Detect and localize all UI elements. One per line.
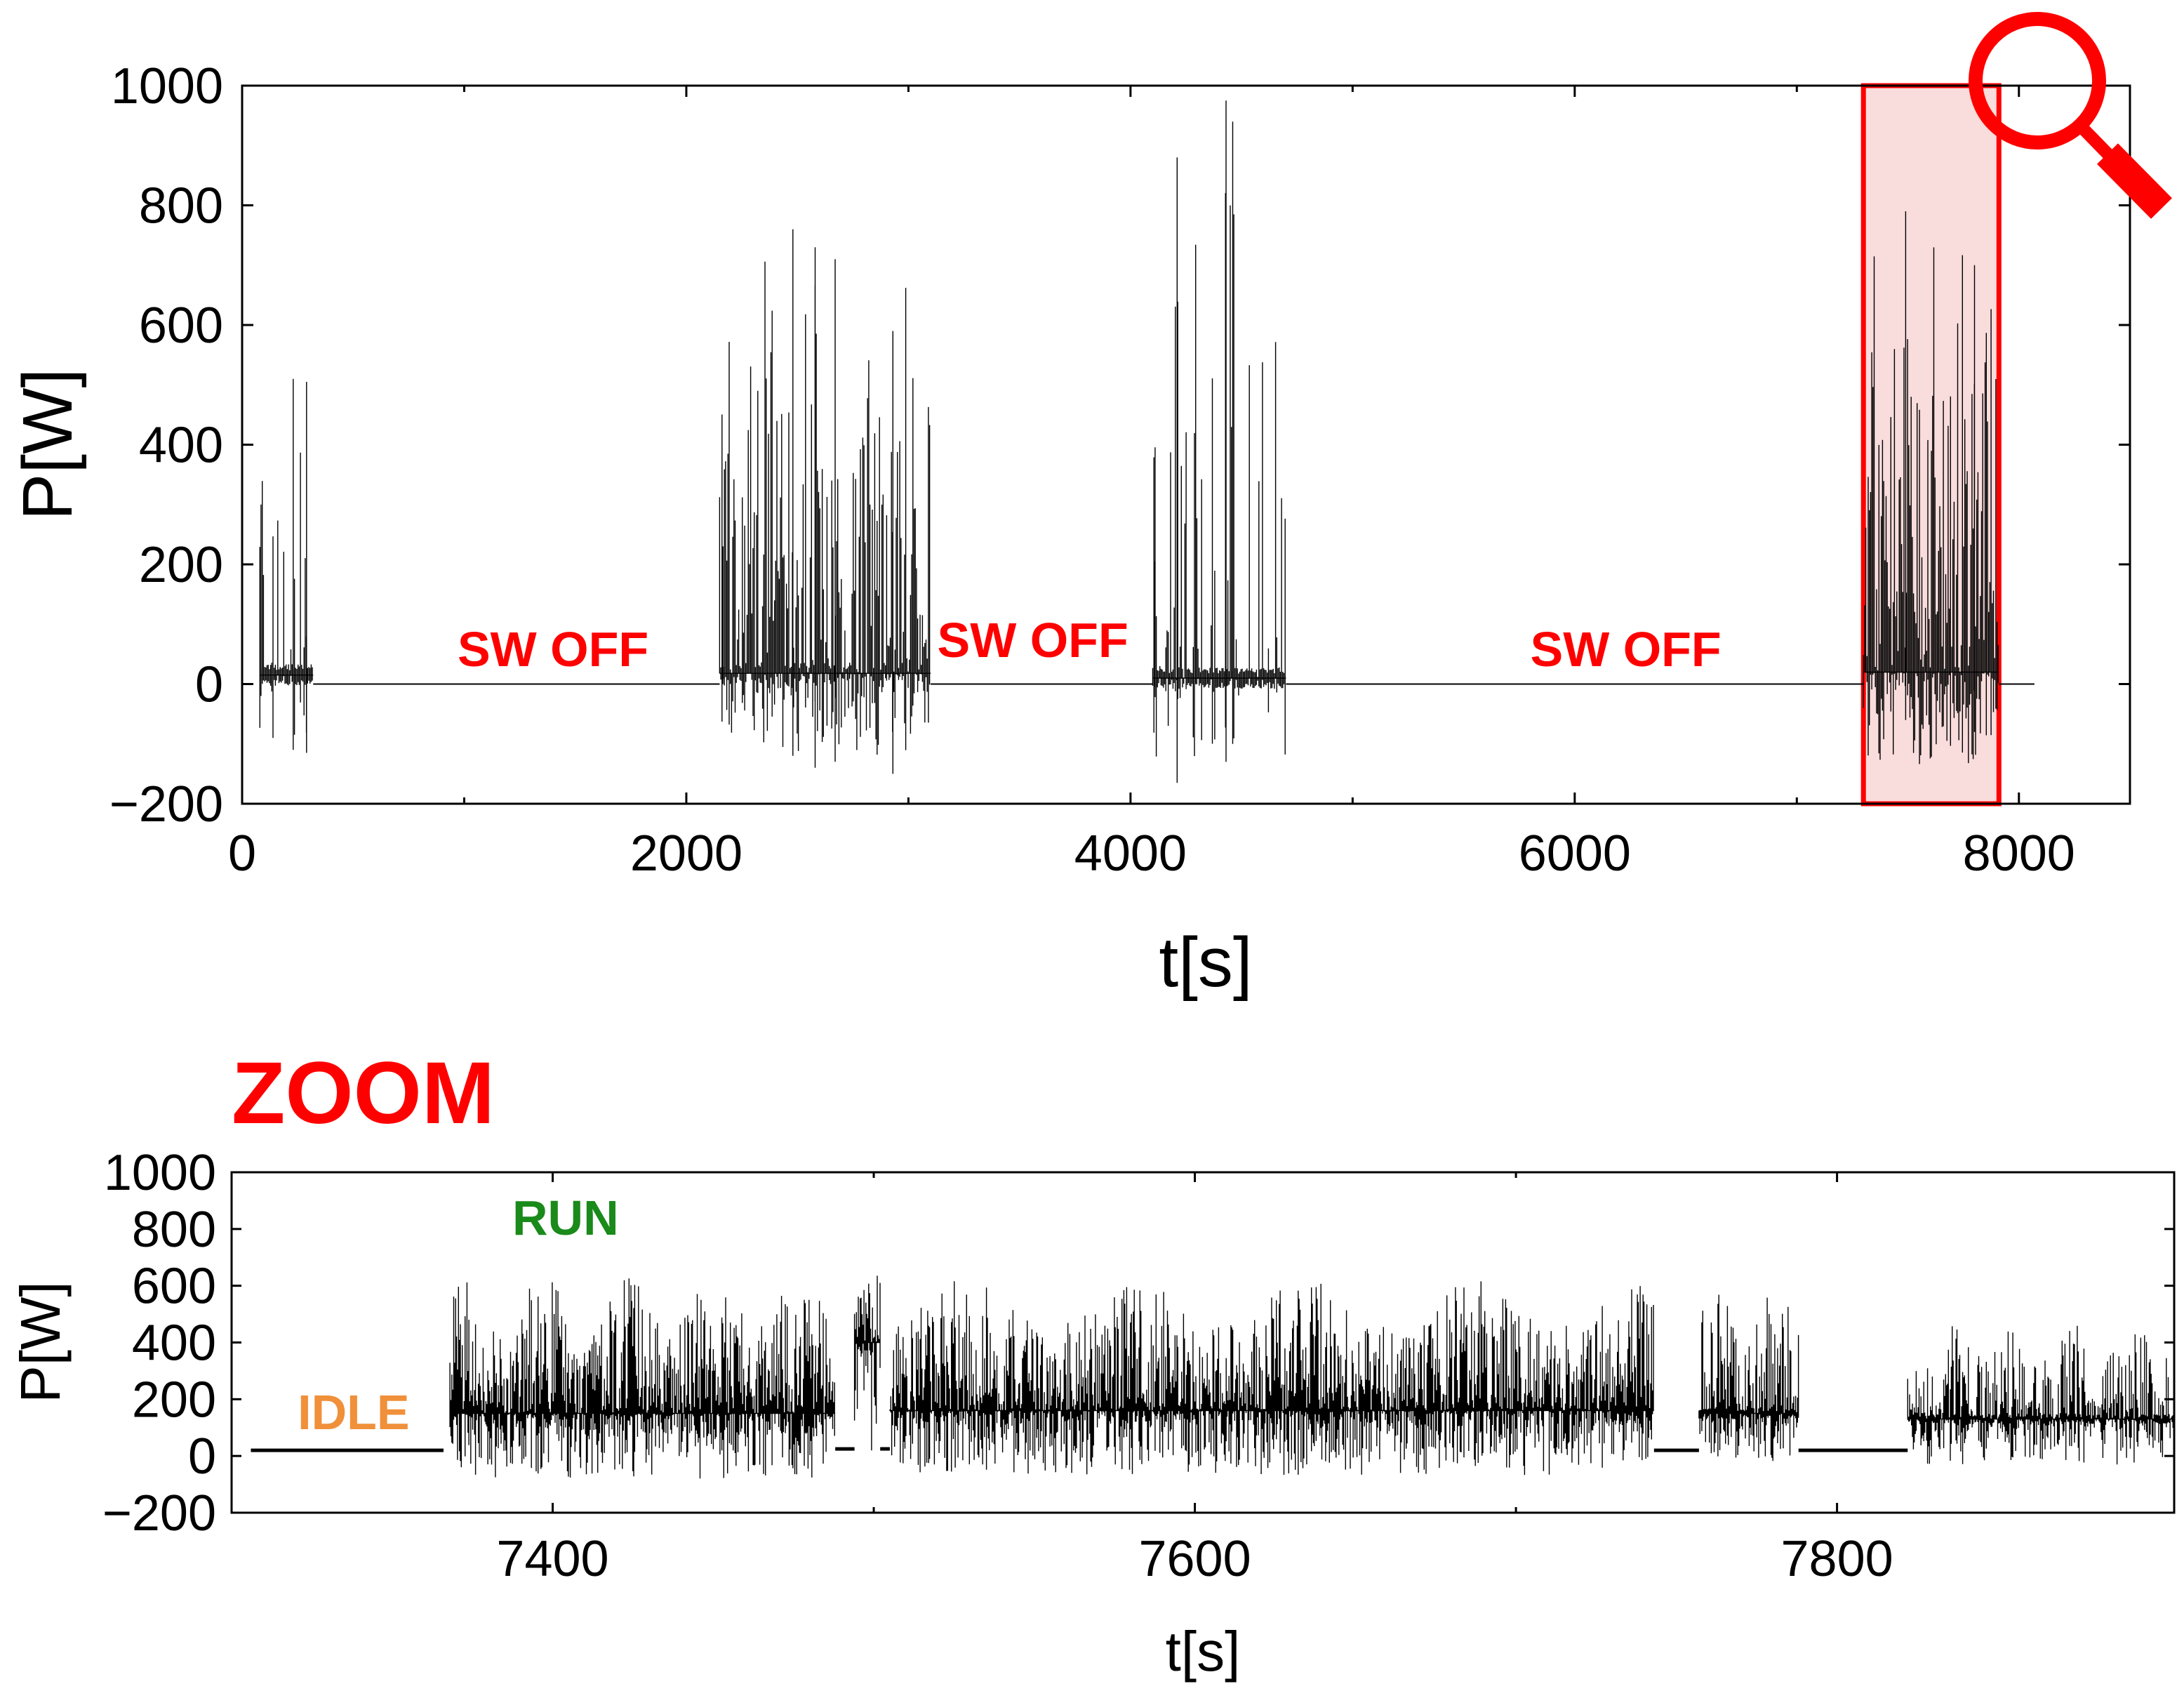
overview-y-axis-title: P[W] — [8, 369, 87, 521]
overview-annotation-sw-off-1: SW OFF — [458, 622, 648, 677]
y-tick-label: 400 — [139, 418, 223, 474]
zoom-annotation-run: RUN — [512, 1191, 619, 1245]
overview-annotation-sw-off-3: SW OFF — [1531, 622, 1722, 677]
x-tick-label: 4000 — [1074, 825, 1187, 882]
magnifier-icon — [1976, 19, 2162, 208]
y-tick-label: 0 — [195, 657, 223, 713]
x-tick-label: 7400 — [496, 1531, 608, 1587]
zoom-x-axis-title: t[s] — [1166, 1620, 1241, 1683]
y-tick-label: 1000 — [111, 58, 223, 114]
y-tick-label: 800 — [132, 1202, 216, 1258]
signal-run-burst — [1699, 1295, 1799, 1461]
signal-run-burst — [450, 1278, 835, 1478]
y-tick-label: 600 — [139, 298, 223, 354]
zoom-power-signal — [251, 1275, 2174, 1478]
figure: −200020040060080010000 2000 4000 6000 8000 S… — [0, 0, 2184, 1691]
y-tick-label: 200 — [139, 537, 223, 593]
y-tick-label: 0 — [188, 1428, 216, 1485]
x-tick-label: 7800 — [1781, 1531, 1893, 1587]
zoom-annotation-idle: IDLE — [298, 1385, 409, 1440]
overview-power-signal — [260, 100, 2035, 783]
overview-annotation-sw-off-2: SW OFF — [938, 613, 1128, 668]
signal-run-burst — [855, 1275, 881, 1450]
y-tick-label: 600 — [132, 1259, 216, 1315]
x-tick-label: 8000 — [1963, 825, 2075, 882]
zoom-title: ZOOM — [232, 1045, 495, 1142]
zoom-y-axis-title: P[W] — [9, 1281, 72, 1402]
x-tick-label: 7600 — [1138, 1531, 1251, 1587]
signal-active-burst — [260, 379, 313, 753]
signal-run-burst — [890, 1281, 1654, 1475]
y-tick-label: −200 — [109, 776, 223, 833]
x-tick-label: 0 — [228, 825, 256, 882]
x-tick-label: 2000 — [630, 825, 743, 882]
signal-active-burst — [1153, 100, 1286, 783]
x-tick-label: 6000 — [1519, 825, 1631, 882]
signal-active-burst — [719, 230, 931, 774]
y-tick-label: 400 — [132, 1315, 216, 1372]
overview-x-axis-title: t[s] — [1159, 923, 1252, 1002]
y-tick-label: −200 — [102, 1485, 216, 1541]
y-tick-label: 200 — [132, 1372, 216, 1428]
signal-run-burst — [1907, 1326, 2174, 1465]
y-tick-label: 800 — [139, 178, 223, 234]
y-tick-label: 1000 — [104, 1145, 216, 1201]
